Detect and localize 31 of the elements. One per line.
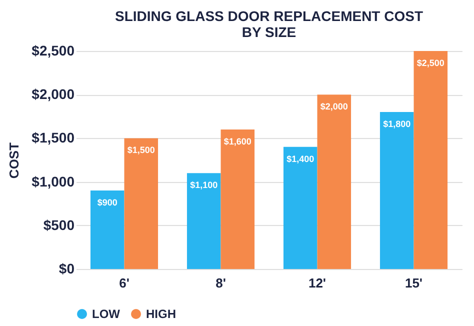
legend-label: LOW — [92, 307, 121, 321]
x-tick-label: 12' — [308, 276, 326, 290]
y-tick-label: $500 — [43, 216, 75, 233]
x-tick-label: 6' — [119, 276, 130, 290]
data-label: $1,800 — [383, 119, 411, 130]
data-label: $1,100 — [190, 180, 218, 190]
data-label: $1,600 — [224, 136, 252, 146]
data-label: $1,400 — [286, 154, 314, 164]
x-tick-label: 15' — [404, 276, 423, 290]
y-tick-label: $2,500 — [32, 42, 75, 58]
bar — [283, 146, 318, 269]
bar — [90, 190, 124, 269]
y-tick-label: $1,000 — [32, 173, 75, 190]
x-tick-label: 8' — [216, 276, 226, 290]
bar — [317, 94, 352, 269]
data-label: $900 — [97, 198, 118, 208]
text: BY SIZE — [242, 24, 296, 40]
bar — [380, 112, 414, 269]
data-label: $2,000 — [320, 102, 348, 112]
bar — [186, 173, 221, 269]
legend-label: HIGH — [146, 307, 176, 321]
y-tick-label: $2,000 — [32, 86, 75, 102]
bar — [124, 138, 158, 269]
bar — [220, 129, 255, 269]
text: SLIDING GLASS DOOR REPLACEMENT COST — [114, 8, 424, 24]
y-tick-label: $0 — [58, 260, 75, 276]
data-label: $2,500 — [416, 58, 444, 68]
bar — [414, 51, 448, 269]
data-label: $1,500 — [127, 145, 155, 156]
y-axis-title: COST — [6, 142, 22, 179]
y-tick-label: $1,500 — [32, 130, 75, 146]
